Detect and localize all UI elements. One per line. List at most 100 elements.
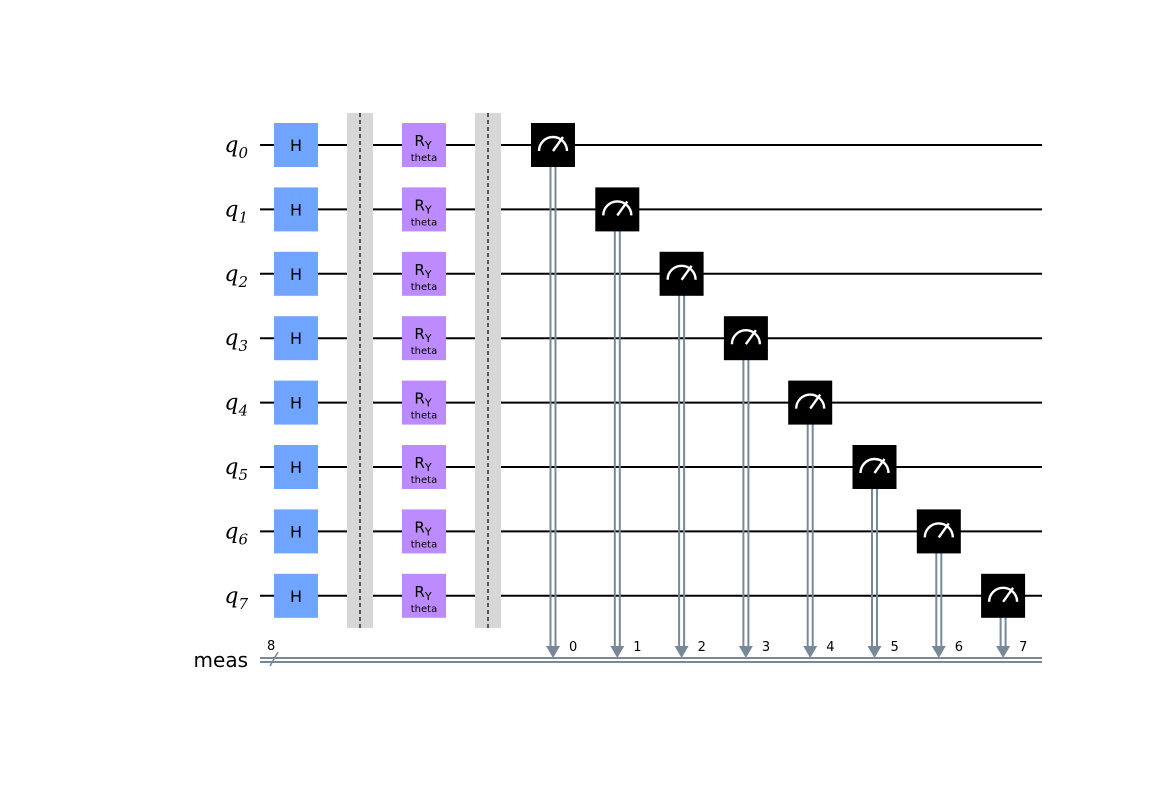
measure-box [788,380,833,425]
measure-arrow [867,646,882,658]
meter-needle [809,393,822,410]
meter-needle [937,522,950,539]
measure-box [723,316,768,361]
measure-arrow [546,646,560,658]
bit-index-label: 6 [955,640,963,655]
qubit-label: q5 [224,455,248,484]
h-gate: H [274,380,318,425]
measure-box [531,123,575,167]
register-labels: q0 q1 q2 q3 q4 q5 q6 q7 meas [194,133,249,672]
measure-box [916,509,961,554]
gate-box [274,251,318,296]
h-gate: H [274,509,318,554]
measure-box [595,187,640,232]
gate-parameter: theta [411,282,437,293]
h-gate: H [274,316,318,361]
qubit-label: q6 [224,519,248,548]
measure-box [659,251,704,296]
meter-needle [552,136,564,152]
gate-label: H [290,136,302,155]
bit-index-label: 4 [826,640,834,655]
meter-needle [873,458,886,474]
register-size-slash [269,651,279,667]
gate-parameter: theta [411,153,437,164]
meter-needle [680,265,693,281]
meter-icon [923,522,954,538]
gate-box [274,573,318,618]
bit-index-label: 0 [569,640,577,655]
gate-label: H [290,587,302,606]
measure-arrow [674,646,689,658]
measure-box [852,445,897,489]
qubit-label: q7 [224,584,248,613]
meter-icon [602,200,633,216]
h-gate: H [274,445,318,489]
barrier-layer [347,113,501,628]
bit-index-label: 5 [891,640,899,655]
meter-needle [744,329,757,345]
gate-box [402,509,446,554]
measure-arrow [610,646,625,658]
gate-parameter: theta [411,411,437,422]
bit-index-label: 2 [698,640,706,655]
gate-box [402,251,446,296]
wire-layer [260,144,1042,597]
measurement: 5 [852,445,899,658]
meter-icon [537,135,569,152]
qubit-label: q1 [224,197,248,226]
gate-box [274,380,318,425]
gate-box [402,445,446,489]
gate-box [274,509,318,554]
bit-index-label: 3 [762,640,770,655]
measurement: 4 [788,380,834,658]
gate-parameter: theta [411,539,437,550]
bit-index-label: 7 [1019,640,1027,655]
gate-label: H [290,458,302,477]
gate-box [274,316,318,361]
measurement: 7 [981,573,1027,658]
gate-box [402,573,446,618]
gate-parameter: theta [411,475,437,486]
gate-parameter: theta [411,346,437,357]
h-gate: H [274,251,318,296]
gate-label: H [290,522,302,541]
gate-box [274,445,318,489]
meter-icon [666,264,697,280]
meter-icon [730,329,762,345]
gate-label: H [290,329,302,348]
gate-box [402,316,446,361]
gate-box [402,380,446,425]
measure-arrow [738,646,753,658]
qubit-label: q4 [224,391,248,420]
measure-arrow [996,646,1011,658]
measure-arrow [931,646,946,658]
gate-label: H [290,200,302,219]
measurement: 3 [723,316,770,658]
meter-icon [795,393,826,409]
bit-index-label: 1 [633,640,641,655]
gate-box [274,187,318,232]
gate-box [402,187,446,232]
gate-box [274,123,318,167]
register-size-label: 8 [267,639,275,654]
measurement: 2 [659,251,706,658]
gate-parameter: theta [411,604,437,615]
h-gate: H [274,187,318,232]
measurement: 0 [531,123,577,658]
classical-register-label: meas [194,648,248,672]
gate-box [402,123,446,167]
gate-parameter: theta [411,217,437,228]
gate-label: H [290,394,302,413]
meter-icon [859,457,890,474]
measurement-layer: 0 1 2 3 4 5 6 7 [531,123,1027,658]
